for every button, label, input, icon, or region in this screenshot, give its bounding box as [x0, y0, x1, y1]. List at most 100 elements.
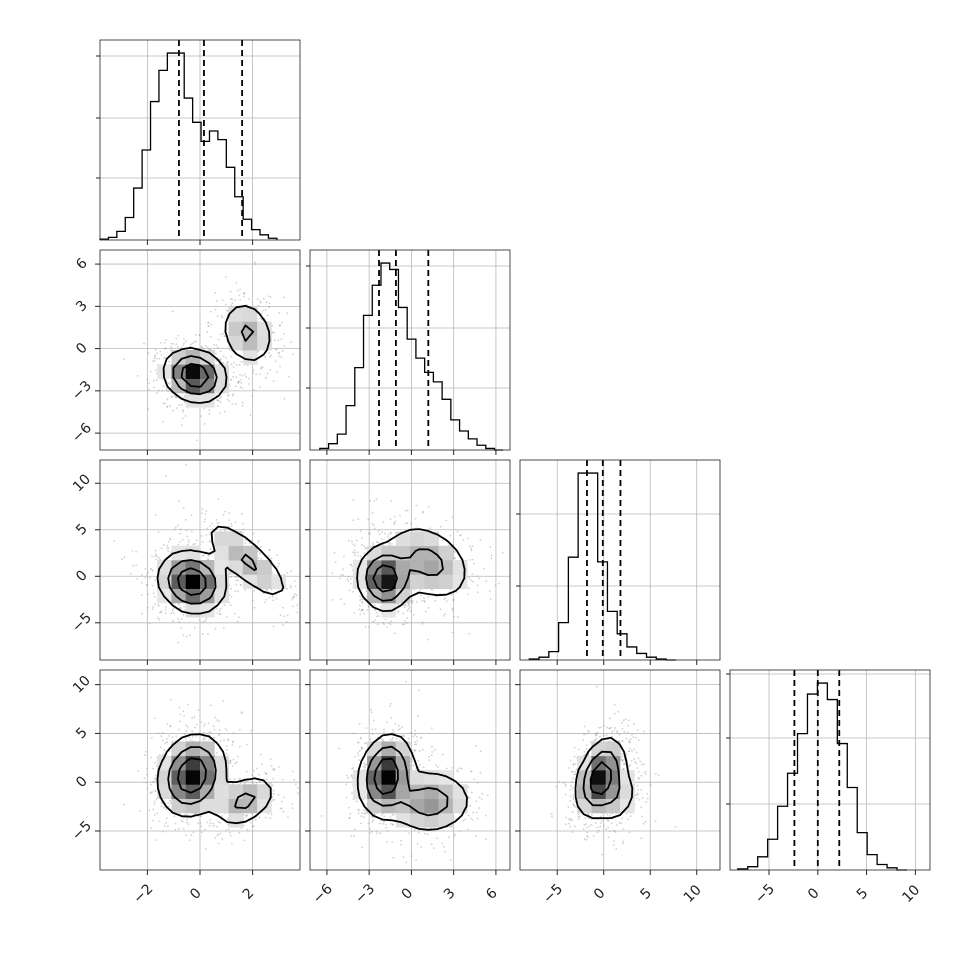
- scatter-point: [219, 832, 222, 835]
- scatter-point: [150, 568, 153, 571]
- pair-panel-3-0: [92, 669, 301, 875]
- scatter-point: [414, 517, 417, 520]
- scatter-point: [386, 830, 389, 832]
- scatter-point: [292, 605, 294, 608]
- density-cell: [228, 531, 244, 547]
- scatter-point: [415, 743, 418, 746]
- scatter-point: [441, 842, 444, 845]
- scatter-point: [307, 626, 309, 628]
- scatter-point: [294, 585, 297, 588]
- scatter-point: [375, 541, 378, 543]
- scatter-point: [588, 730, 591, 733]
- scatter-point: [230, 355, 233, 358]
- scatter-point: [129, 573, 132, 575]
- scatter-point: [204, 848, 207, 850]
- scatter-point: [585, 823, 587, 825]
- scatter-point: [348, 817, 351, 819]
- scatter-point: [590, 823, 593, 826]
- scatter-point: [279, 365, 281, 368]
- scatter-point: [202, 633, 204, 635]
- scatter-point: [371, 732, 374, 735]
- scatter-point: [595, 734, 598, 737]
- scatter-point: [250, 729, 252, 732]
- scatter-point: [181, 820, 184, 823]
- scatter-point: [351, 792, 353, 795]
- scatter-point: [209, 525, 212, 527]
- scatter-point: [635, 736, 637, 739]
- scatter-point: [155, 392, 158, 394]
- contour-level-0: [177, 567, 207, 596]
- scatter-point: [649, 784, 652, 787]
- scatter-point: [599, 825, 602, 828]
- scatter-point: [222, 514, 225, 516]
- scatter-point: [459, 830, 462, 833]
- scatter-point: [172, 611, 175, 614]
- hist-frame: [309, 249, 511, 451]
- scatter-point: [155, 555, 158, 558]
- scatter-point: [573, 746, 576, 749]
- scatter-point: [631, 749, 633, 752]
- scatter-point: [363, 812, 366, 815]
- scatter-point: [189, 739, 192, 742]
- scatter-point: [92, 752, 94, 754]
- scatter-point: [161, 739, 164, 742]
- scatter-point: [644, 820, 647, 823]
- scatter-point: [251, 774, 254, 777]
- density-cell: [228, 812, 244, 828]
- density-cell: [200, 588, 215, 604]
- scatter-point: [163, 748, 166, 751]
- scatter-point: [392, 729, 394, 731]
- scatter-point: [154, 774, 157, 777]
- scatter-point: [204, 619, 207, 622]
- scatter-point: [140, 581, 143, 584]
- scatter-point: [155, 558, 158, 561]
- scatter-point: [485, 838, 487, 841]
- scatter-point: [160, 341, 162, 344]
- scatter-point: [479, 771, 482, 774]
- scatter-point: [346, 774, 348, 777]
- scatter-point: [238, 364, 241, 366]
- scatter-point: [623, 758, 626, 761]
- scatter-point: [211, 522, 213, 525]
- scatter-point: [209, 822, 212, 824]
- scatter-point: [342, 574, 344, 577]
- scatter-point: [227, 394, 230, 396]
- scatter-point: [403, 735, 405, 738]
- scatter-point: [246, 828, 249, 831]
- scatter-point: [250, 539, 253, 542]
- scatter-point: [470, 770, 472, 773]
- scatter-point: [280, 356, 283, 359]
- scatter-point: [347, 776, 350, 779]
- y-tick-label: 10: [70, 471, 94, 495]
- contour-level-2: [156, 733, 272, 825]
- scatter-point: [420, 622, 423, 625]
- scatter-point: [154, 777, 157, 779]
- scatter-point: [427, 595, 430, 598]
- scatter-point: [441, 753, 444, 756]
- scatter-point: [379, 822, 381, 825]
- scatter-point: [253, 769, 255, 772]
- scatter-point: [177, 827, 180, 830]
- scatter-point: [569, 819, 572, 822]
- scatter-point: [627, 724, 630, 727]
- scatter-point: [159, 558, 161, 561]
- scatter-point: [169, 725, 172, 727]
- scatter-point: [564, 823, 567, 826]
- scatter-point: [555, 785, 558, 788]
- scatter-point: [404, 522, 407, 525]
- scatter-point: [154, 603, 157, 606]
- scatter-point: [408, 606, 411, 609]
- scatter-point: [175, 396, 178, 399]
- scatter-point: [174, 828, 177, 831]
- contour-level-1: [365, 548, 444, 602]
- scatter-point: [416, 715, 419, 718]
- scatter-point: [467, 785, 470, 788]
- scatter-point: [596, 831, 599, 834]
- scatter-point: [216, 315, 219, 318]
- scatter-point: [474, 834, 477, 837]
- scatter-point: [613, 712, 616, 715]
- scatter-point: [153, 813, 156, 816]
- scatter-point: [293, 596, 296, 598]
- scatter-point: [131, 549, 134, 552]
- scatter-point: [631, 733, 633, 736]
